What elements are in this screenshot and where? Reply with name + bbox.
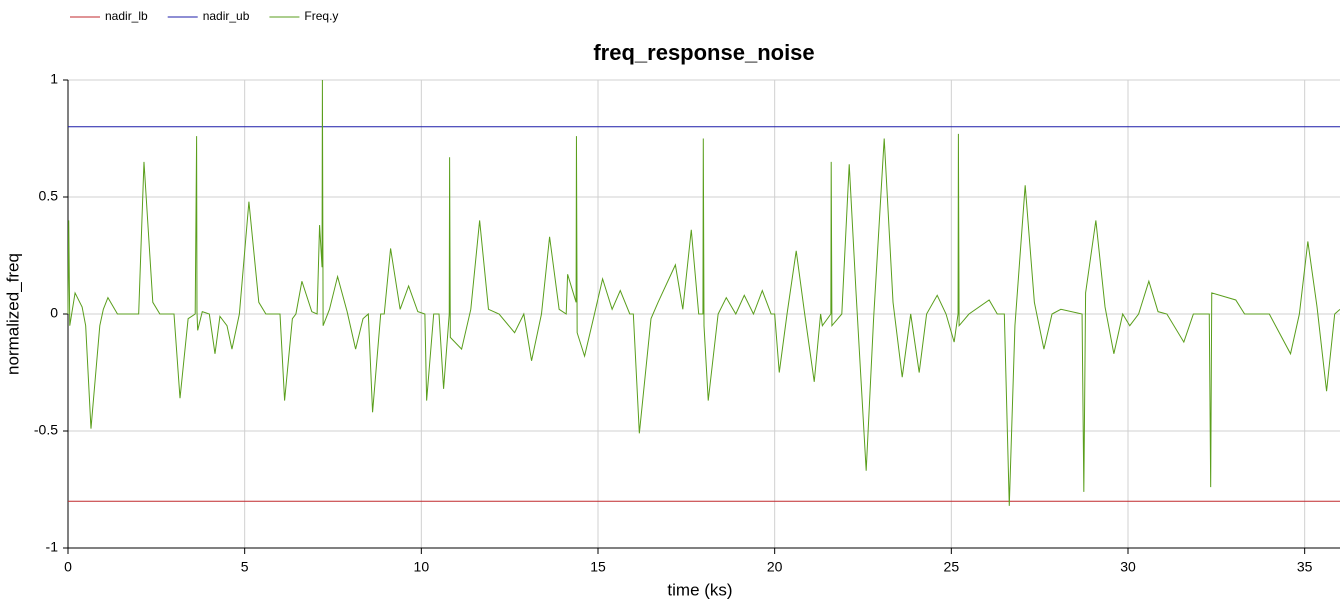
x-tick-label: 35 <box>1297 559 1313 575</box>
x-tick-label: 30 <box>1120 559 1136 575</box>
y-axis-label: normalized_freq <box>3 253 22 375</box>
legend-label: nadir_lb <box>105 9 148 23</box>
x-tick-label: 0 <box>64 559 72 575</box>
y-tick-label: -0.5 <box>34 422 58 438</box>
legend-label: Freq.y <box>304 9 338 23</box>
x-tick-label: 5 <box>241 559 249 575</box>
chart-title: freq_response_noise <box>593 40 814 65</box>
x-tick-label: 20 <box>767 559 783 575</box>
y-tick-label: -1 <box>46 539 59 555</box>
x-axis-label: time (ks) <box>667 580 732 599</box>
x-tick-label: 10 <box>414 559 430 575</box>
y-tick-label: 0.5 <box>39 188 59 204</box>
legend-label: nadir_ub <box>203 9 250 23</box>
y-tick-label: 0 <box>50 305 58 321</box>
series-line <box>67 79 1340 506</box>
x-tick-label: 15 <box>590 559 606 575</box>
x-tick-label: 25 <box>944 559 960 575</box>
y-tick-label: 1 <box>50 71 58 87</box>
